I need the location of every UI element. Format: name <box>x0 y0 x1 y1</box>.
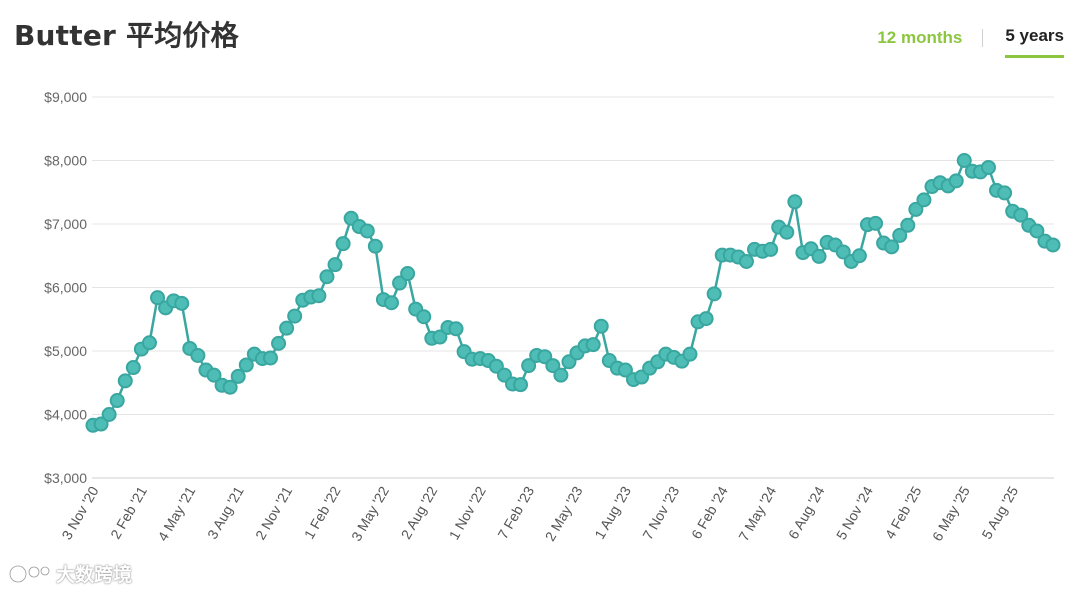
data-point[interactable] <box>432 329 448 345</box>
y-axis-labels: $3,000 $4,000 $5,000 $6,000 $7,000 $8,000 $9,0… <box>44 89 87 486</box>
x-tick-label: 1 Aug '23 <box>591 483 634 541</box>
x-tick-label: 3 Aug '21 <box>204 483 247 541</box>
data-point[interactable] <box>327 257 343 273</box>
data-point[interactable] <box>884 239 900 255</box>
y-tick-label: $7,000 <box>44 216 87 232</box>
data-point[interactable] <box>585 337 601 353</box>
data-point[interactable] <box>1045 237 1061 253</box>
data-point[interactable] <box>811 248 827 264</box>
data-point[interactable] <box>174 295 190 311</box>
price-series <box>85 153 1061 433</box>
data-point[interactable] <box>980 159 996 175</box>
x-tick-label: 4 Feb '25 <box>882 483 925 541</box>
y-tick-label: $6,000 <box>44 280 87 296</box>
data-point[interactable] <box>319 269 335 285</box>
x-tick-label: 6 May '25 <box>929 483 973 543</box>
data-point[interactable] <box>1029 223 1045 239</box>
x-tick-label: 6 Aug '24 <box>785 483 828 541</box>
data-point[interactable] <box>513 377 529 393</box>
data-point[interactable] <box>416 309 432 325</box>
data-point[interactable] <box>311 288 327 304</box>
data-point[interactable] <box>706 286 722 302</box>
x-tick-label: 4 May '21 <box>154 483 198 543</box>
grid-lines <box>92 96 1054 479</box>
y-tick-label: $3,000 <box>44 470 87 486</box>
data-point[interactable] <box>738 253 754 269</box>
data-point[interactable] <box>287 308 303 324</box>
y-tick-label: $8,000 <box>44 153 87 169</box>
data-point[interactable] <box>279 320 295 336</box>
x-tick-label: 2 Feb '21 <box>107 483 150 541</box>
y-tick-label: $5,000 <box>44 343 87 359</box>
data-point[interactable] <box>206 367 222 383</box>
data-point[interactable] <box>367 238 383 254</box>
data-point[interactable] <box>868 215 884 231</box>
time-range-tabs: 12 months 5 years <box>877 26 1064 58</box>
x-tick-label: 6 Feb '24 <box>688 483 731 541</box>
data-point[interactable] <box>335 236 351 252</box>
x-tick-label: 7 May '24 <box>735 483 779 543</box>
data-point[interactable] <box>271 335 287 351</box>
data-point[interactable] <box>150 290 166 306</box>
data-point[interactable] <box>359 223 375 239</box>
x-tick-label: 7 Feb '23 <box>494 483 537 541</box>
data-point[interactable] <box>448 321 464 337</box>
data-point[interactable] <box>1013 207 1029 223</box>
data-point[interactable] <box>392 275 408 291</box>
data-point[interactable] <box>545 358 561 374</box>
data-point[interactable] <box>916 192 932 208</box>
data-point[interactable] <box>553 367 569 383</box>
data-point[interactable] <box>190 347 206 363</box>
data-point[interactable] <box>617 362 633 378</box>
data-point[interactable] <box>383 295 399 311</box>
data-point[interactable] <box>948 173 964 189</box>
data-point[interactable] <box>400 266 416 282</box>
watermark-icon <box>8 564 51 583</box>
data-point[interactable] <box>109 393 125 409</box>
data-point[interactable] <box>900 217 916 233</box>
data-point[interactable] <box>835 244 851 260</box>
data-point[interactable] <box>787 194 803 210</box>
y-tick-label: $4,000 <box>44 407 87 423</box>
data-point[interactable] <box>682 346 698 362</box>
data-point[interactable] <box>262 350 278 366</box>
data-point[interactable] <box>851 248 867 264</box>
x-tick-label: 2 Aug '22 <box>398 483 441 541</box>
page-title: Butter 平均价格 <box>14 19 239 52</box>
x-tick-label: 2 Nov '21 <box>252 483 295 542</box>
tab-12-months[interactable]: 12 months <box>877 27 963 47</box>
data-point[interactable] <box>222 379 238 395</box>
y-tick-label: $9,000 <box>44 89 87 105</box>
data-point[interactable] <box>117 373 133 389</box>
x-tick-label: 5 Aug '25 <box>978 483 1021 541</box>
x-tick-label: 5 Nov '24 <box>833 483 876 542</box>
data-point[interactable] <box>521 358 537 374</box>
data-point[interactable] <box>997 185 1013 201</box>
data-point[interactable] <box>93 416 109 432</box>
x-tick-label: 7 Nov '23 <box>639 483 682 542</box>
tab-5-years[interactable]: 5 years <box>1005 26 1064 58</box>
data-point[interactable] <box>101 407 117 422</box>
x-tick-label: 3 Nov '20 <box>58 483 101 542</box>
data-point[interactable] <box>230 368 246 384</box>
data-point[interactable] <box>698 311 714 327</box>
x-tick-label: 3 May '22 <box>348 483 392 543</box>
x-tick-label: 1 Nov '22 <box>446 483 489 542</box>
x-axis-labels: 3 Nov '20 2 Feb '21 4 May '21 3 Aug '21 2 No… <box>58 483 1021 543</box>
data-point[interactable] <box>908 201 924 217</box>
tab-divider <box>982 29 984 47</box>
watermark-logo: 大数跨境 <box>8 560 132 587</box>
data-point[interactable] <box>763 241 779 257</box>
x-tick-label: 2 May '23 <box>542 483 586 543</box>
watermark-text: 大数跨境 <box>56 564 133 586</box>
data-point[interactable] <box>238 357 254 373</box>
data-point[interactable] <box>141 335 157 351</box>
x-tick-label: 1 Feb '22 <box>301 483 344 541</box>
data-point[interactable] <box>892 227 908 243</box>
data-point[interactable] <box>125 360 141 376</box>
data-point[interactable] <box>779 224 795 240</box>
data-point[interactable] <box>593 318 609 334</box>
data-point[interactable] <box>956 153 972 168</box>
